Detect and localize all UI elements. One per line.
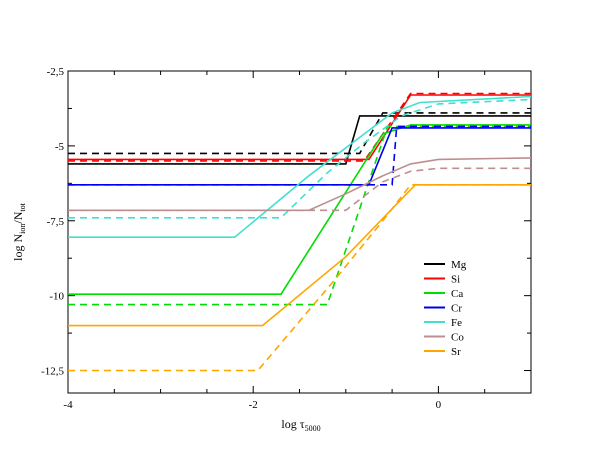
x-tick-label: -4: [63, 399, 73, 411]
y-axis-title: log Nion/Ntot: [11, 202, 27, 260]
series-cr-dashed-line: [68, 125, 531, 186]
x-axis-title: log τ5000: [281, 417, 320, 433]
series-sr-solid-line: [68, 184, 531, 327]
plot-frame: [67, 70, 532, 394]
legend-label-cr: Cr: [451, 303, 462, 315]
y-tick-label: -5: [55, 141, 65, 153]
x-tick-label: -2: [249, 399, 258, 411]
y-tick-label: -10: [49, 291, 64, 303]
series-mg-solid-line: [68, 115, 531, 165]
legend-label-si: Si: [451, 274, 460, 286]
legend-label-ca: Ca: [451, 288, 463, 300]
y-tick-label: -2,5: [47, 66, 65, 78]
series-fe-dashed-line: [68, 98, 532, 219]
x-tick-label: 0: [436, 399, 442, 411]
legend-label-sr: Sr: [451, 346, 461, 358]
series-layer: [68, 92, 532, 372]
series-cr-solid-line: [68, 127, 531, 186]
series-mg-dashed-line: [68, 112, 531, 155]
series-co-dashed-line: [68, 167, 531, 212]
series-fe-solid-line: [68, 95, 532, 238]
y-tick-label: -12,5: [41, 366, 64, 378]
legend-label-fe: Fe: [451, 317, 462, 329]
legend-label-mg: Mg: [451, 259, 467, 271]
series-ca-solid-line: [68, 124, 531, 296]
legend: Mg Si Ca Cr Fe Co Sr: [424, 259, 467, 358]
y-tick-label: -7,5: [47, 216, 65, 228]
legend-label-co: Co: [451, 332, 464, 344]
axis-ticks: -4 -2 0 -2,5 -5 -7,5 -10 -12,5: [41, 66, 532, 411]
series-co-solid-line: [68, 157, 532, 212]
